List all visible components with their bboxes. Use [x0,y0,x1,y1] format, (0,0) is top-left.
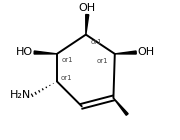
Text: or1: or1 [62,57,73,63]
Polygon shape [115,51,136,54]
Text: or1: or1 [91,39,102,45]
Text: H₂N: H₂N [10,90,31,100]
Text: OH: OH [79,3,96,13]
Text: HO: HO [16,47,33,57]
Text: or1: or1 [61,75,73,81]
Polygon shape [113,98,128,115]
Polygon shape [34,51,57,54]
Polygon shape [86,15,89,35]
Text: OH: OH [138,47,155,57]
Text: or1: or1 [97,59,109,64]
